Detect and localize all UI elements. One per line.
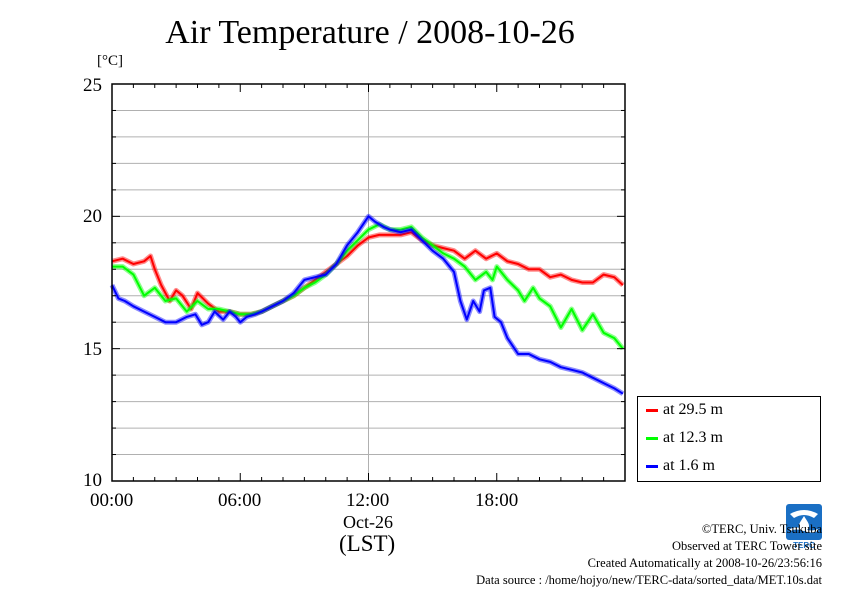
y-tick-label-10: 10: [83, 470, 102, 491]
footer-copyright: ©TERC, Univ. Tsukuba: [701, 522, 822, 536]
footer-source: Data source : /home/hojyo/new/TERC-data/…: [476, 573, 822, 587]
series-lines: [109, 213, 625, 396]
legend-label: at 12.3 m: [663, 429, 723, 446]
legend-label: at 1.6 m: [663, 457, 715, 474]
legend-swatch-green: [646, 436, 658, 440]
legend-swatch-red: [646, 408, 658, 412]
series-line-2: [111, 215, 624, 395]
legend-item-12-3m: at 12.3 m: [646, 429, 723, 447]
x-tick-label-1800: 18:00: [475, 490, 519, 511]
axes-frame: [111, 83, 626, 482]
legend-item-29-5m: at 29.5 m: [646, 401, 723, 419]
terc-logo-icon: [786, 504, 822, 540]
legend: at 29.5 m at 12.3 m at 1.6 m: [637, 396, 821, 482]
y-axis-unit: [°C]: [97, 53, 123, 69]
logo-wordmark: TERC: [793, 541, 815, 550]
series-line-0: [111, 231, 624, 316]
y-tick-label-15: 15: [83, 339, 102, 360]
footer-created: Created Automatically at 2008-10-26/23:5…: [587, 556, 822, 570]
chart-title: Air Temperature / 2008-10-26: [165, 14, 575, 51]
x-axis-date: Oct-26: [343, 512, 393, 532]
x-tick-label-1200: 12:00: [346, 490, 390, 511]
legend-swatch-blue: [646, 464, 658, 468]
legend-item-1-6m: at 1.6 m: [646, 457, 715, 475]
footer-observed: Observed at TERC Tower site: [671, 539, 822, 553]
legend-label: at 29.5 m: [663, 401, 723, 418]
y-tick-label-20: 20: [83, 206, 102, 227]
grid-lines: [112, 84, 625, 481]
x-tick-label-0600: 06:00: [218, 490, 262, 511]
x-axis-timezone: (LST): [339, 531, 396, 556]
x-tick-label-0000: 00:00: [90, 490, 134, 511]
y-tick-label-25: 25: [83, 75, 102, 96]
